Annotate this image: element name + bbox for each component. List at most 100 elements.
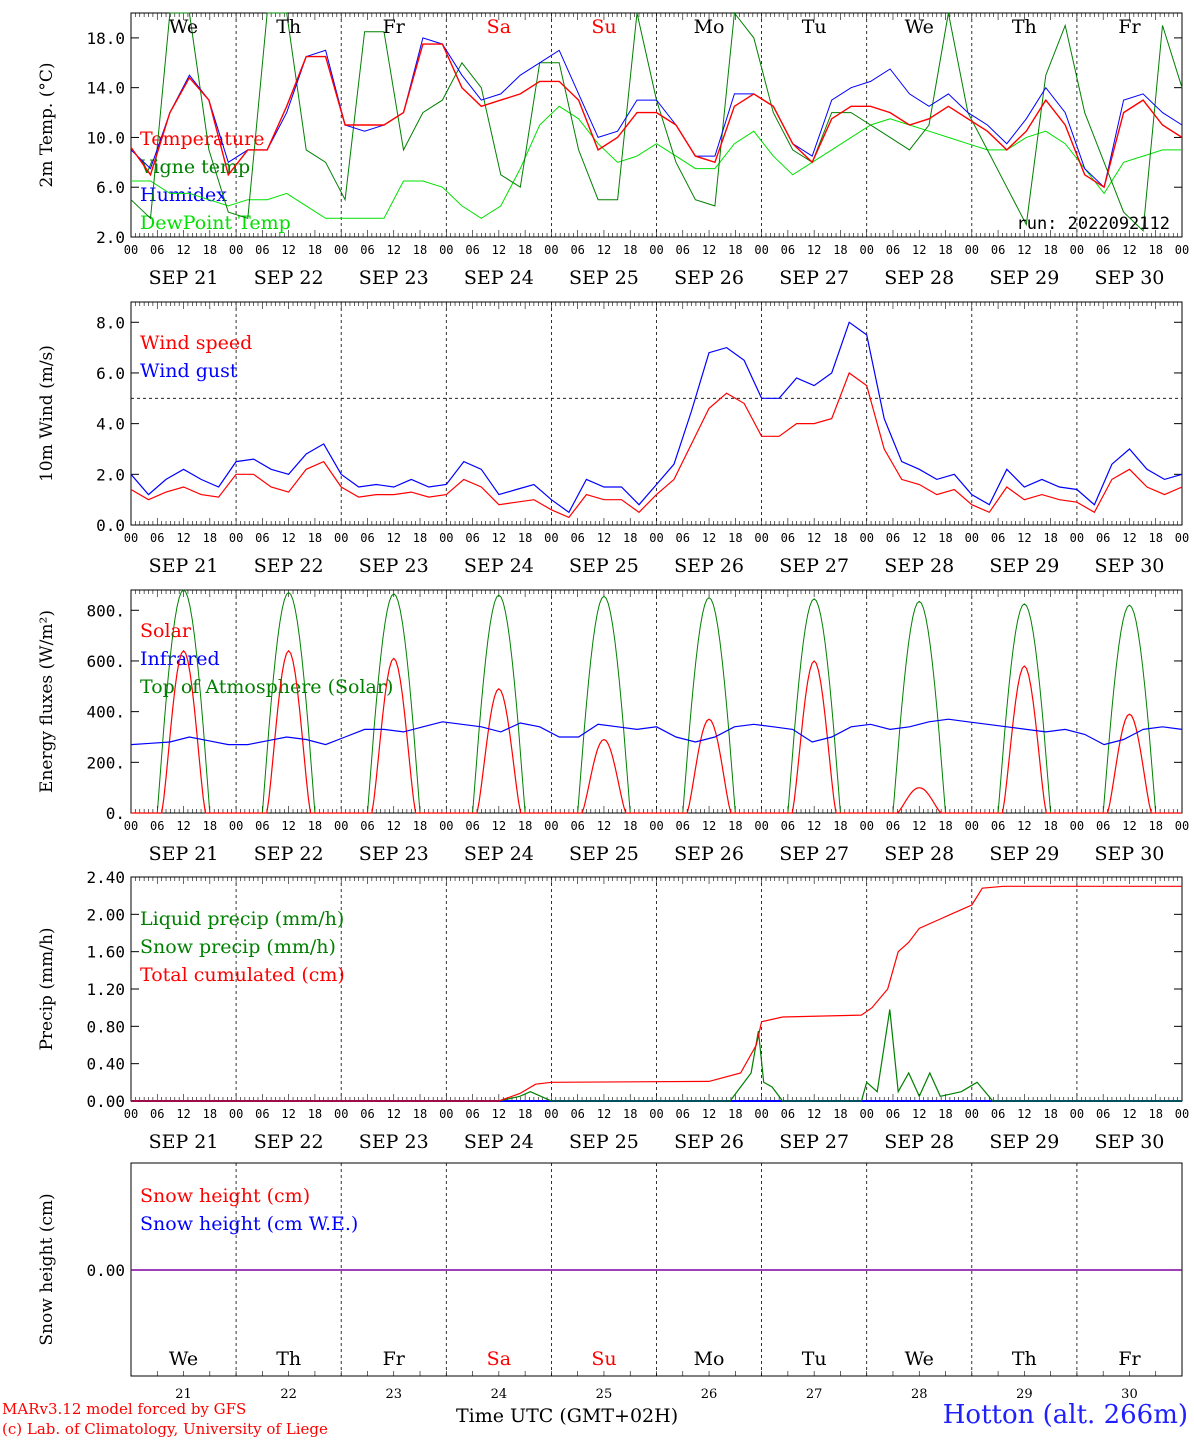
- hour-tick-label: 12: [176, 531, 190, 545]
- panel-4: 00 06 12 18 SEP 21 00 06 12 18 SEP 22 00 06 12 18 SEP …: [37, 868, 1189, 1153]
- date-label: SEP 23: [359, 843, 429, 865]
- y-axis-title: Energy fluxes (W/m²): [37, 610, 57, 793]
- date-label: SEP 30: [1095, 267, 1165, 289]
- hour-tick-label: 12: [702, 243, 716, 257]
- panel-2: 00 06 12 18 SEP 21 00 06 12 18 SEP 22 00 06 12 18 SEP …: [37, 301, 1189, 577]
- hour-tick-label: 18: [938, 1107, 952, 1121]
- date-label: SEP 29: [989, 843, 1059, 865]
- y-tick-label: 200.: [86, 753, 125, 772]
- day-name-label: Sa: [487, 1348, 511, 1370]
- date-label: SEP 28: [884, 843, 954, 865]
- series-line-wind-speed: [130, 372, 1183, 519]
- hour-tick-label: 00: [439, 1107, 453, 1121]
- hour-tick-label: 00: [1070, 1107, 1084, 1121]
- date-label: SEP 21: [149, 843, 219, 865]
- hour-tick-label: 06: [781, 1107, 795, 1121]
- hour-tick-label: 12: [912, 1107, 926, 1121]
- hour-tick-label: 00: [334, 819, 348, 833]
- hour-tick-label: 00: [754, 243, 768, 257]
- hour-tick-label: 00: [439, 531, 453, 545]
- panel-5: Snow height (cm) Snow height (cm) Snow hei…: [37, 1162, 1183, 1402]
- hour-tick-label: 06: [465, 243, 479, 257]
- hour-tick-label: 18: [1148, 1107, 1162, 1121]
- hour-tick-label: 18: [1043, 243, 1057, 257]
- date-label: SEP 30: [1095, 843, 1165, 865]
- hour-tick-label: 00: [649, 819, 663, 833]
- date-label: SEP 21: [149, 555, 219, 577]
- day-name-label: Th: [276, 16, 301, 38]
- day-name-label: Mo: [694, 16, 725, 38]
- date-label: SEP 30: [1095, 1131, 1165, 1153]
- hour-tick-label: 06: [255, 819, 269, 833]
- date-label: SEP 29: [989, 267, 1059, 289]
- day-name-label: Su: [591, 1348, 616, 1370]
- hour-tick-label: 12: [1122, 1107, 1136, 1121]
- hour-tick-label: 18: [308, 819, 322, 833]
- hour-tick-label: 06: [150, 243, 164, 257]
- hour-tick-label: 18: [308, 1107, 322, 1121]
- date-label: SEP 22: [254, 267, 324, 289]
- y-tick-label: 4.0: [96, 415, 125, 434]
- hour-tick-label: 18: [938, 243, 952, 257]
- hour-tick-label: 06: [991, 1107, 1005, 1121]
- hour-tick-label: 06: [255, 531, 269, 545]
- day-name-label: Fr: [1118, 1348, 1141, 1370]
- hour-tick-label: 12: [281, 819, 295, 833]
- hour-tick-label: 18: [623, 243, 637, 257]
- date-label: SEP 30: [1095, 555, 1165, 577]
- series-line-solar: [131, 649, 1182, 814]
- hour-tick-label: 12: [492, 1107, 506, 1121]
- hour-tick-label: 18: [413, 1107, 427, 1121]
- hour-tick-label: 18: [308, 243, 322, 257]
- hour-tick-label: 12: [807, 819, 821, 833]
- hour-tick-label: 12: [492, 243, 506, 257]
- y-tick-label: 14.0: [86, 79, 125, 98]
- hour-tick-label: 06: [886, 243, 900, 257]
- day-name-label: Fr: [1118, 16, 1141, 38]
- date-label: SEP 26: [674, 1131, 744, 1153]
- day-number-label: 30: [1121, 1387, 1138, 1402]
- hour-tick-label: 18: [938, 531, 952, 545]
- day-number-label: 24: [491, 1387, 508, 1402]
- day-name-label: Th: [276, 1348, 301, 1370]
- hour-tick-label: 00: [229, 819, 243, 833]
- hour-tick-label: 06: [255, 1107, 269, 1121]
- y-tick-label: 800.: [86, 601, 125, 620]
- hour-tick-label: 06: [360, 531, 374, 545]
- hour-tick-label: 06: [150, 1107, 164, 1121]
- date-label: SEP 21: [149, 1131, 219, 1153]
- date-label: SEP 21: [149, 267, 219, 289]
- hour-tick-label: 06: [1096, 243, 1110, 257]
- hour-tick-label: 00: [965, 243, 979, 257]
- hour-tick-label: 18: [308, 531, 322, 545]
- hour-tick-label: 12: [176, 1107, 190, 1121]
- copyright-note: (c) Lab. of Climatology, University of L…: [2, 1420, 328, 1438]
- hour-tick-label: 18: [203, 819, 217, 833]
- day-name-label: We: [169, 1348, 198, 1370]
- hour-tick-label: 18: [833, 1107, 847, 1121]
- plot-frame: [130, 12, 1183, 238]
- hour-tick-label: 06: [1096, 531, 1110, 545]
- hour-tick-label: 18: [518, 819, 532, 833]
- hour-tick-label: 06: [570, 819, 584, 833]
- hour-tick-label: 06: [255, 243, 269, 257]
- y-tick-label: 0.0: [96, 516, 125, 535]
- hour-tick-label: 06: [886, 531, 900, 545]
- hour-tick-label: 18: [833, 243, 847, 257]
- hour-tick-label: 12: [597, 243, 611, 257]
- hour-tick-label: 12: [1017, 819, 1031, 833]
- y-tick-label: 2.40: [86, 868, 125, 887]
- hour-tick-label: 18: [203, 531, 217, 545]
- date-label: SEP 23: [359, 1131, 429, 1153]
- hour-tick-label: 00: [544, 819, 558, 833]
- hour-tick-label: 06: [991, 531, 1005, 545]
- legend-entry: Wind speed: [140, 332, 252, 354]
- legend-entry: Snow height (cm W.E.): [140, 1213, 358, 1235]
- date-label: SEP 22: [254, 555, 324, 577]
- hour-tick-label: 18: [623, 819, 637, 833]
- hour-tick-label: 06: [781, 243, 795, 257]
- hour-tick-label: 00: [1175, 531, 1189, 545]
- day-number-label: 26: [701, 1387, 718, 1402]
- hour-tick-label: 12: [912, 243, 926, 257]
- hour-tick-label: 18: [413, 819, 427, 833]
